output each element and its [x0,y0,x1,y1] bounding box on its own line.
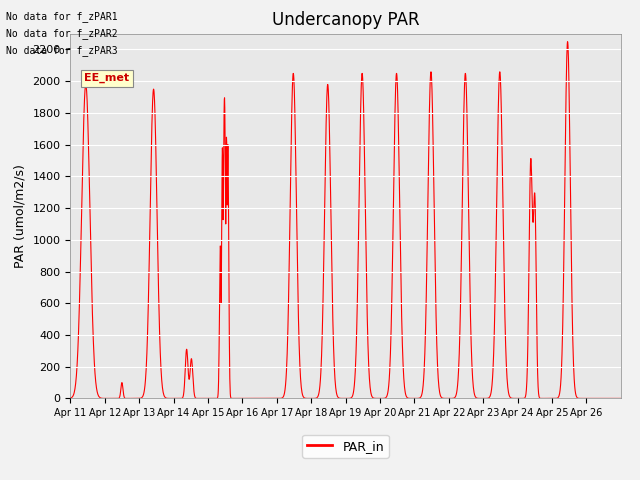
Legend: PAR_in: PAR_in [302,435,389,458]
Text: No data for f_zPAR3: No data for f_zPAR3 [6,45,118,56]
Text: No data for f_zPAR1: No data for f_zPAR1 [6,11,118,22]
Y-axis label: PAR (umol/m2/s): PAR (umol/m2/s) [14,164,27,268]
Text: No data for f_zPAR2: No data for f_zPAR2 [6,28,118,39]
Title: Undercanopy PAR: Undercanopy PAR [272,11,419,29]
Text: EE_met: EE_met [84,73,129,84]
